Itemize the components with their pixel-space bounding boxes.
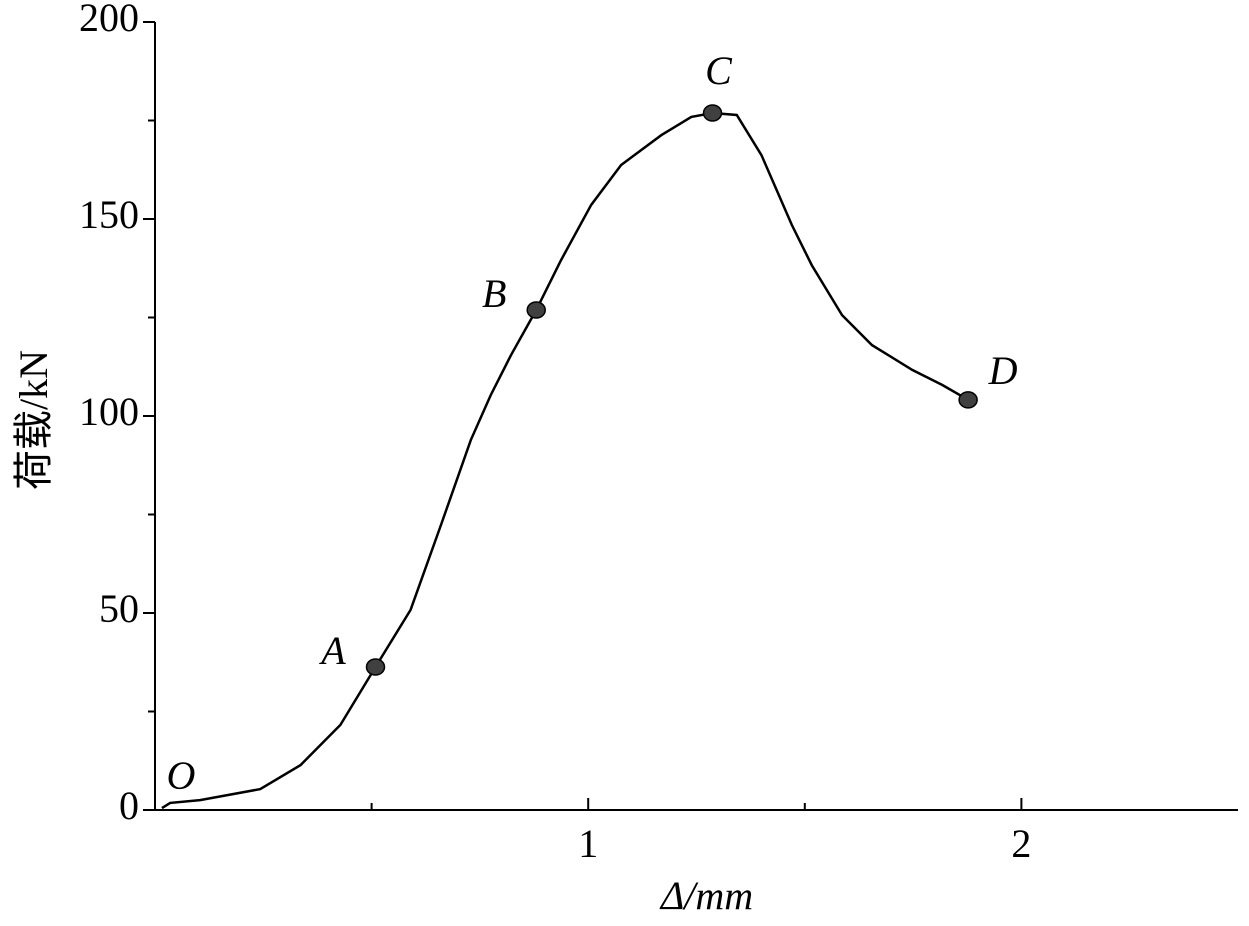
y-tick-label: 100	[79, 389, 139, 434]
y-tick-label: 50	[99, 586, 139, 631]
y-tick-label: 200	[79, 0, 139, 40]
y-tick-label: 0	[119, 783, 139, 828]
x-axis-title: Δ/mm	[659, 873, 753, 918]
origin-label: O	[167, 753, 196, 798]
key-point	[958, 391, 978, 409]
point-label: C	[705, 48, 733, 93]
point-label: A	[318, 628, 346, 673]
x-tick-label: 1	[578, 821, 598, 866]
y-tick-label: 150	[79, 192, 139, 237]
key-point	[526, 301, 546, 319]
y-axis-title: 荷载/kN	[11, 350, 56, 490]
curve	[161, 111, 969, 810]
point-label: D	[988, 348, 1018, 393]
key-point	[365, 658, 386, 676]
point-label: B	[482, 271, 506, 316]
key-point	[702, 104, 723, 122]
x-tick-label: 2	[1011, 821, 1031, 866]
